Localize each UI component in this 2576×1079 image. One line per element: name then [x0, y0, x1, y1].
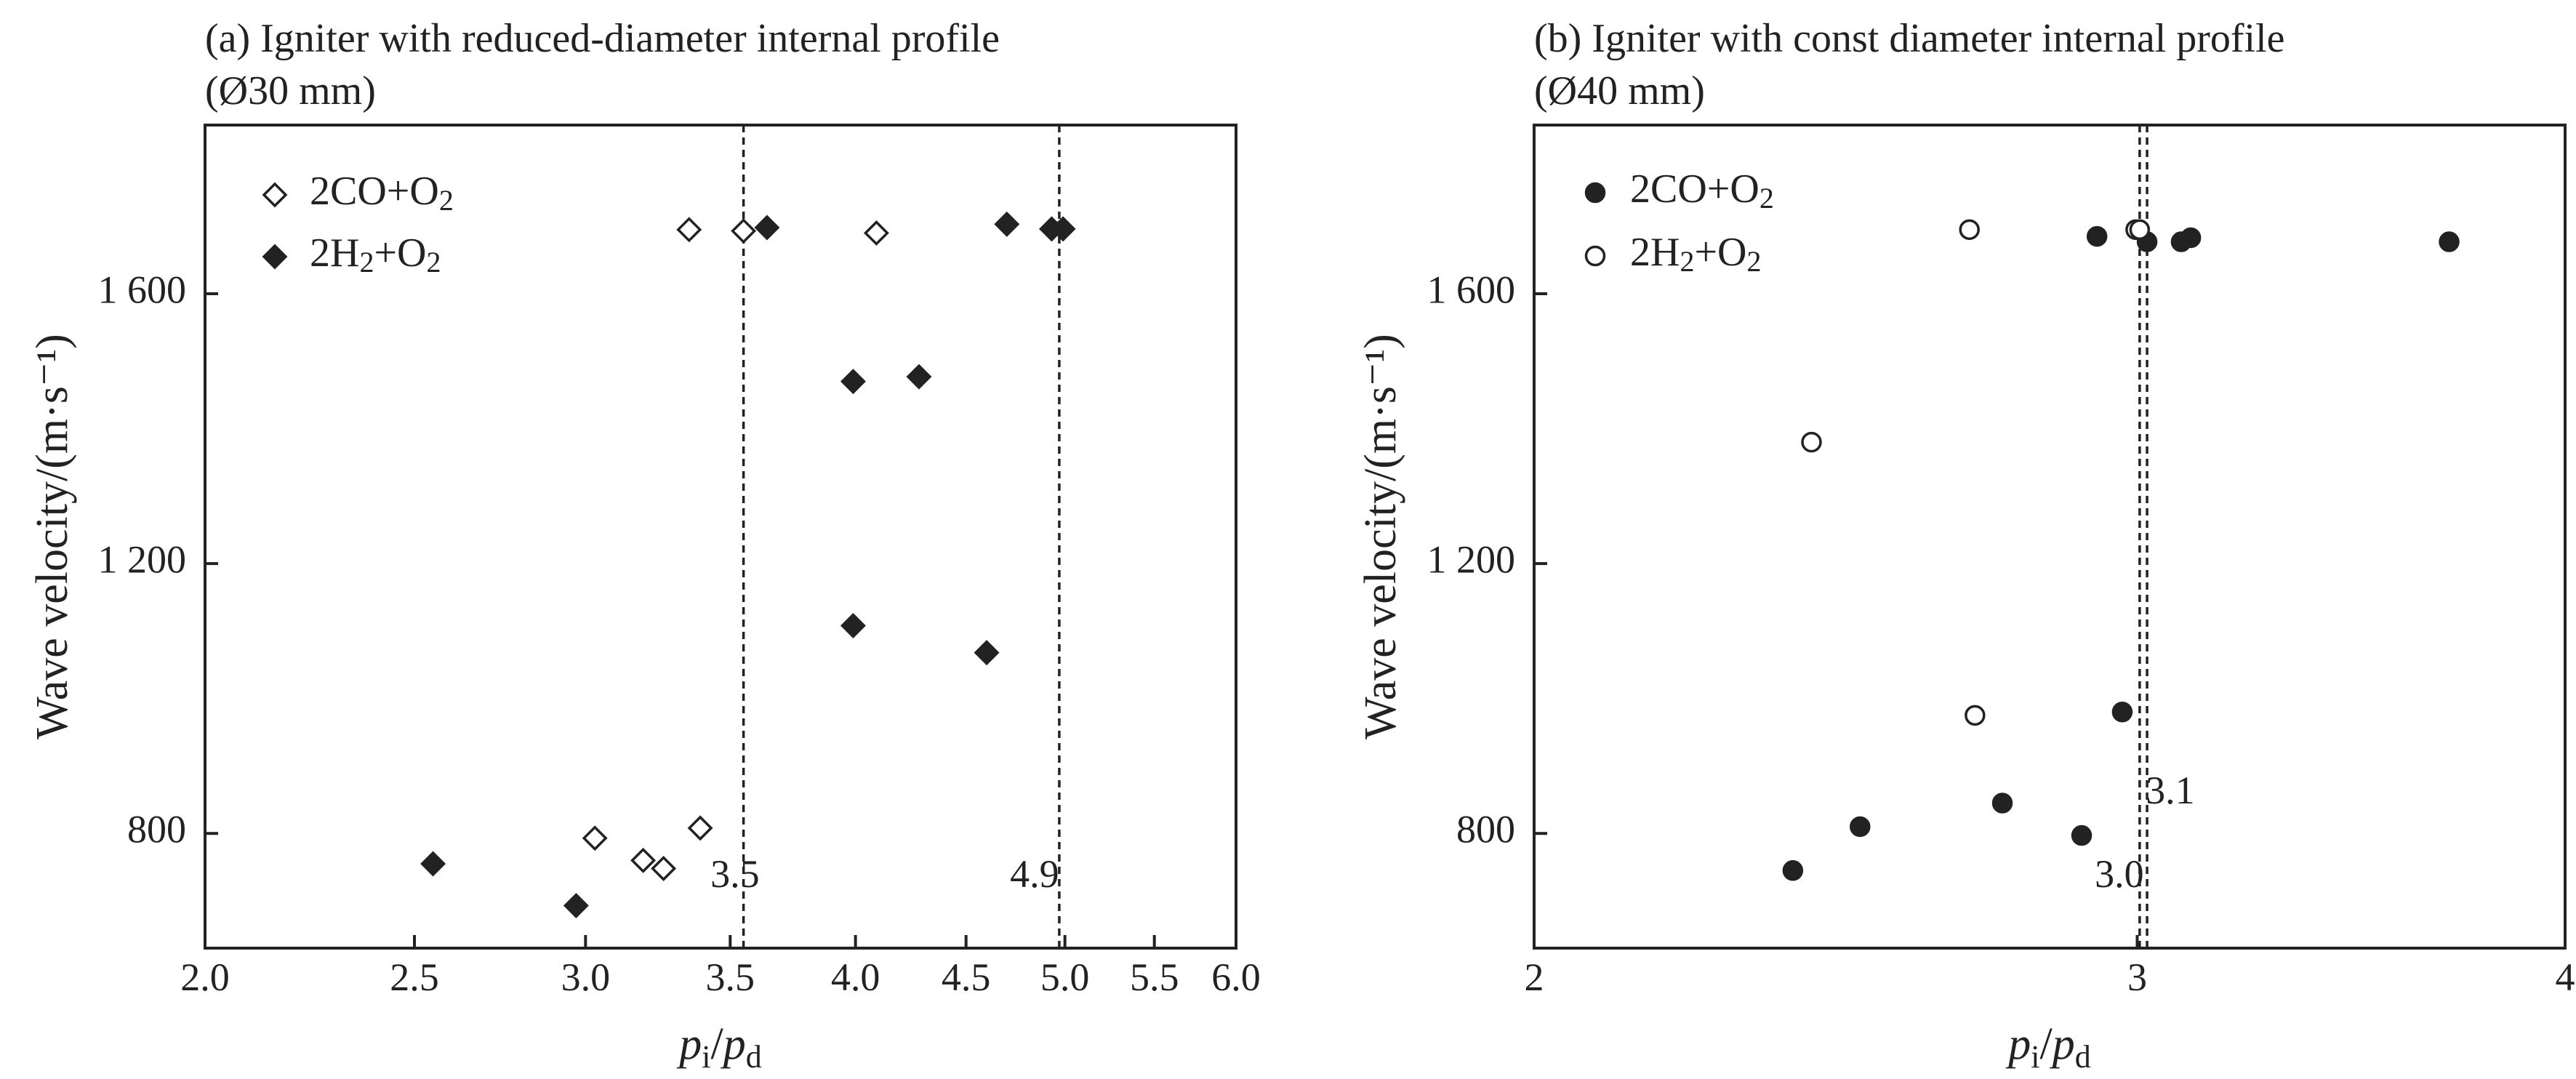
- x-tick-label: 3.5: [706, 955, 755, 999]
- legend-label: 2CO+O2: [1630, 167, 1774, 214]
- data-point: [840, 613, 866, 638]
- data-point: [1782, 860, 1804, 881]
- data-point: [1965, 705, 1986, 726]
- legend-marker: [262, 244, 288, 270]
- chart-subtitle: (Ø30 mm): [205, 68, 376, 113]
- data-point: [906, 364, 932, 390]
- reference-line-label: 3.1: [2146, 769, 2195, 812]
- y-tick-label: 1 200: [1427, 538, 1516, 582]
- legend-marker: [1584, 182, 1606, 204]
- chart-title: (a) Igniter with reduced-diameter intern…: [205, 16, 1000, 61]
- x-tick-label: 6.0: [1211, 955, 1261, 999]
- x-tick-label: 3.0: [561, 955, 611, 999]
- data-point: [2086, 225, 2108, 247]
- series-1: [582, 217, 889, 881]
- data-point: [687, 815, 713, 841]
- panel-b: (b) Igniter with const diameter internal…: [1356, 16, 2575, 1075]
- data-point: [582, 825, 608, 851]
- data-point: [840, 369, 866, 395]
- x-tick-label: 4: [2556, 955, 2575, 999]
- legend-marker: [262, 182, 288, 208]
- data-point: [863, 220, 889, 246]
- data-point: [974, 640, 1000, 666]
- legend-label: 2H2+O2: [310, 230, 441, 278]
- y-axis-label: Wave velocity/(m·s⁻¹): [1356, 334, 1405, 739]
- x-tick-label: 2.5: [390, 955, 439, 999]
- y-axis-label: Wave velocity/(m·s⁻¹): [28, 334, 77, 739]
- data-point: [754, 214, 780, 241]
- chart-title: (b) Igniter with const diameter internal…: [1534, 16, 2285, 61]
- reference-line-label: 4.9: [1010, 852, 1059, 896]
- x-axis-label: pi/pd: [676, 1019, 761, 1075]
- legend-label: 2CO+O2: [310, 169, 454, 217]
- x-tick-label: 4.5: [942, 955, 991, 999]
- x-tick-label: 2: [1525, 955, 1544, 999]
- reference-line-label: 3.0: [2095, 852, 2144, 896]
- y-tick-label: 1 200: [98, 538, 187, 582]
- data-point: [1959, 219, 1980, 241]
- legend-marker: [1584, 245, 1606, 267]
- panel-a: (a) Igniter with reduced-diameter intern…: [28, 16, 1261, 1075]
- x-tick-label: 4.0: [831, 955, 880, 999]
- plot-frame: [204, 124, 1237, 950]
- data-point: [2071, 825, 2093, 846]
- x-tick-label: 5.5: [1130, 955, 1179, 999]
- series-1: [1782, 225, 2460, 881]
- series-2: [1801, 219, 2151, 726]
- data-point: [1050, 216, 1076, 242]
- data-point: [2111, 701, 2133, 723]
- data-point: [994, 211, 1020, 237]
- data-point: [1991, 793, 2013, 814]
- data-point: [2439, 231, 2460, 252]
- x-axis-label: pi/pd: [2005, 1019, 2090, 1075]
- legend-label: 2H2+O2: [1630, 230, 1761, 278]
- data-point: [630, 847, 657, 873]
- series-2: [420, 211, 1076, 919]
- y-tick-label: 1 600: [98, 268, 187, 311]
- reference-line-label: 3.5: [710, 852, 760, 896]
- data-point: [651, 856, 677, 881]
- y-tick-label: 800: [1456, 808, 1515, 851]
- data-point: [731, 218, 757, 244]
- data-point: [676, 217, 702, 243]
- data-point: [1850, 816, 1871, 838]
- data-point: [1801, 431, 1822, 453]
- x-tick-label: 5.0: [1040, 955, 1090, 999]
- x-tick-label: 2.0: [180, 955, 230, 999]
- data-point: [563, 893, 589, 919]
- plot-frame: [1533, 124, 2567, 950]
- x-tick-label: 3: [2127, 955, 2147, 999]
- data-point: [2129, 219, 2151, 241]
- y-tick-label: 1 600: [1427, 268, 1516, 311]
- y-tick-label: 800: [127, 808, 186, 851]
- chart-subtitle: (Ø40 mm): [1534, 68, 1705, 113]
- data-point: [420, 851, 446, 877]
- data-point: [2180, 227, 2202, 249]
